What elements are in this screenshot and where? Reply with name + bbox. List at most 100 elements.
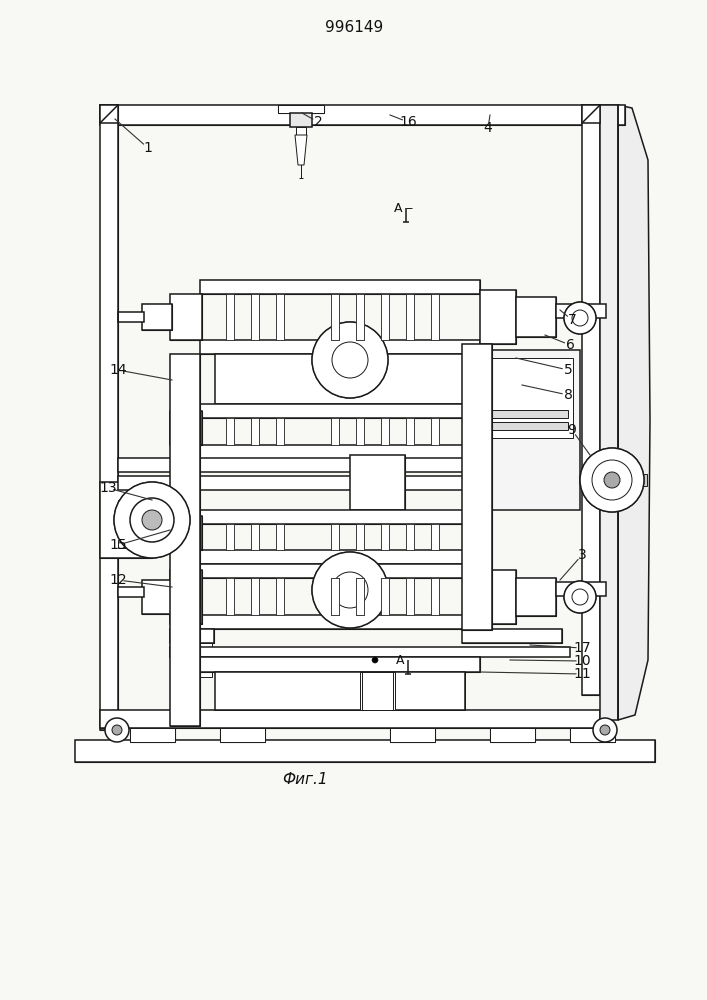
Circle shape — [580, 448, 644, 512]
Bar — [170, 354, 200, 726]
Circle shape — [332, 572, 368, 608]
Polygon shape — [618, 105, 650, 720]
Bar — [406, 524, 414, 550]
Bar — [350, 455, 405, 510]
Bar — [142, 580, 172, 614]
Bar — [170, 570, 202, 624]
Bar — [490, 728, 535, 742]
Bar — [251, 418, 259, 445]
Bar — [100, 482, 152, 558]
Text: 9: 9 — [568, 423, 576, 437]
Bar — [118, 540, 170, 548]
Text: Фиг.1: Фиг.1 — [282, 772, 328, 788]
Polygon shape — [295, 135, 307, 165]
Bar — [331, 578, 339, 615]
Circle shape — [112, 725, 122, 735]
Bar — [142, 580, 172, 614]
Bar — [200, 280, 480, 294]
Bar — [381, 418, 389, 445]
Bar — [226, 294, 234, 340]
Bar — [556, 304, 606, 318]
Bar — [356, 418, 364, 445]
Bar — [331, 294, 339, 340]
Bar — [100, 105, 625, 125]
Text: 6: 6 — [566, 338, 574, 352]
Circle shape — [600, 725, 610, 735]
Bar — [200, 657, 480, 672]
Circle shape — [114, 482, 190, 558]
Bar — [276, 524, 284, 550]
Bar — [485, 358, 573, 438]
Bar — [226, 294, 234, 340]
Bar — [220, 728, 265, 742]
Bar — [118, 500, 170, 508]
Circle shape — [114, 482, 190, 558]
Bar — [118, 476, 480, 490]
Bar — [200, 280, 480, 294]
Text: 5: 5 — [563, 363, 573, 377]
Bar — [381, 524, 389, 550]
Bar — [582, 105, 600, 695]
Bar — [480, 570, 516, 624]
Bar — [406, 578, 414, 615]
Bar — [170, 354, 200, 726]
Bar — [331, 524, 339, 550]
Bar — [251, 418, 259, 445]
Text: 17: 17 — [573, 641, 591, 655]
Bar — [480, 350, 580, 510]
Bar — [170, 516, 202, 550]
Bar — [516, 578, 556, 616]
Text: 10: 10 — [573, 654, 591, 668]
Bar — [226, 524, 234, 550]
Bar — [172, 643, 212, 677]
Bar — [200, 404, 480, 418]
Circle shape — [312, 322, 388, 398]
Bar — [406, 418, 414, 445]
Text: 13: 13 — [99, 481, 117, 495]
Bar — [406, 524, 414, 550]
Bar — [582, 105, 600, 695]
Bar — [331, 418, 339, 445]
Bar — [251, 524, 259, 550]
Bar — [118, 458, 480, 472]
Circle shape — [592, 460, 632, 500]
Bar — [331, 294, 339, 340]
Circle shape — [572, 310, 588, 326]
Bar — [431, 524, 439, 550]
Bar — [226, 418, 234, 445]
Bar — [100, 710, 600, 728]
Bar — [142, 304, 172, 330]
Bar — [118, 312, 144, 322]
Bar — [360, 672, 395, 710]
Bar — [381, 294, 389, 340]
Bar — [516, 297, 556, 337]
Bar — [226, 524, 234, 550]
Bar — [431, 578, 439, 615]
Bar — [170, 294, 202, 340]
Circle shape — [372, 657, 378, 663]
Bar — [381, 418, 389, 445]
Circle shape — [130, 498, 174, 542]
Bar — [100, 482, 152, 558]
Circle shape — [564, 302, 596, 334]
Bar — [356, 524, 364, 550]
Text: A: A — [396, 654, 404, 666]
Bar — [200, 657, 480, 672]
Bar — [480, 290, 516, 344]
Bar — [118, 587, 144, 597]
Bar — [170, 629, 214, 643]
Bar — [200, 564, 480, 578]
Bar — [226, 578, 234, 615]
Bar — [600, 105, 618, 720]
Bar — [276, 294, 284, 340]
Bar — [431, 418, 439, 445]
Bar — [406, 294, 414, 340]
Text: 4: 4 — [484, 121, 492, 135]
Bar — [516, 578, 556, 616]
Bar — [100, 710, 600, 728]
Text: 15: 15 — [109, 538, 127, 552]
Bar — [200, 550, 480, 564]
Circle shape — [564, 581, 596, 613]
Bar — [170, 629, 214, 643]
Bar — [356, 418, 364, 445]
